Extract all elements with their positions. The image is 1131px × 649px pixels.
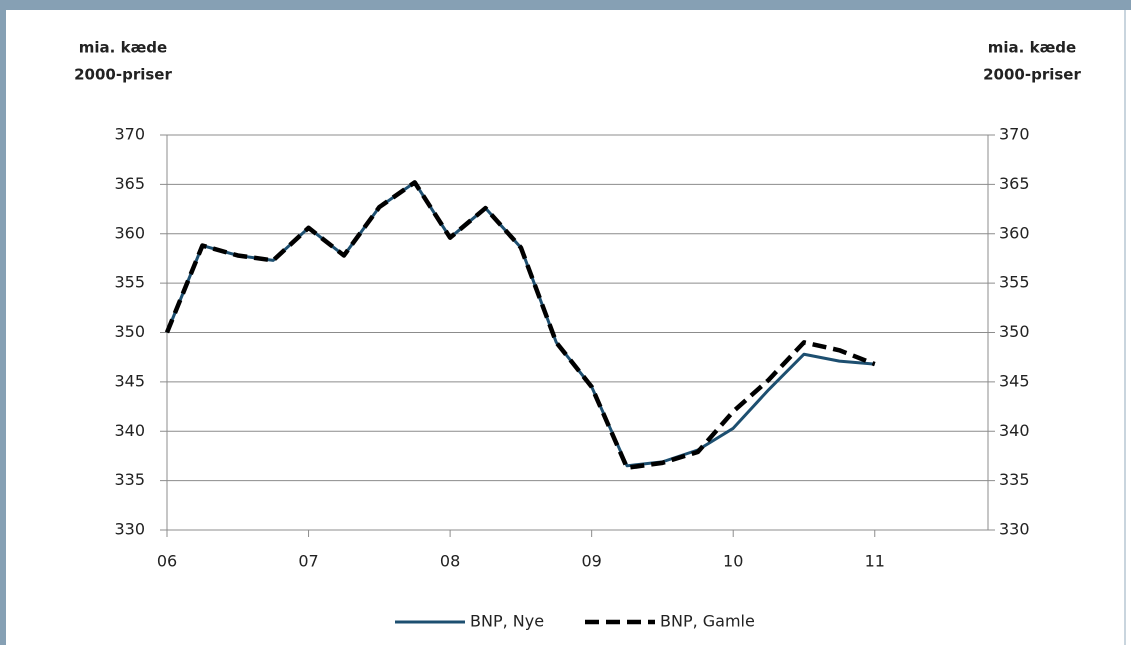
x-tick-label: 08 [440, 552, 460, 571]
x-tick-label: 09 [581, 552, 601, 571]
y2-axis-title: 2000-priser [983, 66, 1081, 84]
legend-label: BNP, Gamle [660, 612, 755, 631]
y2-tick-label: 370 [999, 125, 1030, 144]
series-line [165, 180, 875, 468]
y-tick-label: 360 [114, 223, 145, 242]
y2-axis-title: mia. kæde [988, 39, 1076, 57]
y2-tick-label: 350 [999, 322, 1030, 341]
y2-tick-label: 345 [999, 371, 1030, 390]
header-bar [0, 0, 1131, 10]
y2-tick-label: 355 [999, 273, 1030, 292]
right-border [1124, 10, 1126, 645]
y-axis-title: mia. kæde [79, 39, 167, 57]
series-line [164, 180, 876, 471]
x-tick-label: 06 [157, 552, 177, 571]
y2-tick-label: 365 [999, 174, 1030, 193]
y2-tick-label: 340 [999, 421, 1030, 440]
y-tick-label: 345 [114, 371, 145, 390]
y-tick-label: 350 [114, 322, 145, 341]
y2-tick-label: 330 [999, 520, 1030, 539]
y-tick-label: 370 [114, 125, 145, 144]
x-tick-label: 07 [298, 552, 318, 571]
left-border [0, 0, 6, 645]
y-axis-title: 2000-priser [74, 66, 172, 84]
y-tick-label: 340 [114, 421, 145, 440]
y-tick-label: 335 [114, 470, 145, 489]
y-tick-label: 365 [114, 174, 145, 193]
legend-label: BNP, Nye [470, 612, 544, 631]
x-tick-label: 10 [723, 552, 743, 571]
y-tick-label: 330 [114, 520, 145, 539]
y2-tick-label: 360 [999, 223, 1030, 242]
x-tick-label: 11 [865, 552, 885, 571]
y-tick-label: 355 [114, 273, 145, 292]
y2-tick-label: 335 [999, 470, 1030, 489]
